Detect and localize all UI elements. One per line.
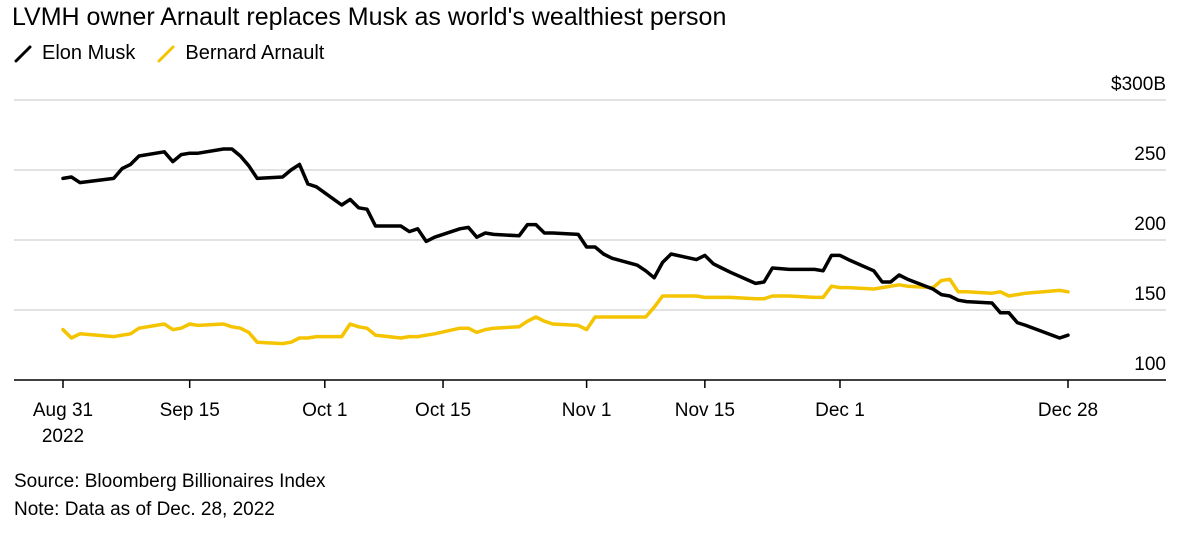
source-note: Source: Bloomberg Billionaires Index: [14, 471, 326, 492]
x-tick-label: Aug 31: [33, 400, 93, 421]
data-note: Note: Data as of Dec. 28, 2022: [14, 499, 275, 520]
x-tick-label: Dec 28: [1038, 400, 1098, 421]
series-lines: [61, 147, 1070, 346]
y-tick-label: 100: [1134, 354, 1166, 375]
series-line-elon-musk: [61, 147, 1070, 340]
chart-title: LVMH owner Arnault replaces Musk as worl…: [12, 3, 727, 31]
legend-item-arnault: Bernard Arnault: [157, 42, 324, 65]
legend: Elon Musk Bernard Arnault: [14, 40, 346, 66]
x-tick-label: Nov 15: [675, 400, 735, 421]
series-line-bernard-arnault: [61, 277, 1070, 346]
y-axis-labels: $300B 250 200 150 100: [1111, 74, 1166, 375]
y-tick-label: 250: [1134, 144, 1166, 165]
x-tick-sublabel: 2022: [42, 426, 84, 447]
y-tick-label: 200: [1134, 214, 1166, 235]
legend-item-musk: Elon Musk: [14, 42, 135, 65]
legend-label-musk: Elon Musk: [42, 41, 136, 64]
footer: Source: Bloomberg Billionaires Index Not…: [14, 468, 326, 524]
legend-label-arnault: Bernard Arnault: [185, 41, 325, 64]
legend-swatch-musk: [14, 43, 34, 63]
y-tick-label: 150: [1134, 284, 1166, 305]
y-tick-label: $300B: [1111, 74, 1166, 95]
x-tick-label: Nov 1: [562, 400, 612, 421]
x-tick-label: Oct 15: [415, 400, 471, 421]
x-tick-label: Dec 1: [815, 400, 865, 421]
x-axis: Aug 31 2022 Sep 15 Oct 1 Oct 15 Nov 1 Nov 15 De…: [14, 379, 1166, 447]
x-tick-label: Oct 1: [302, 400, 347, 421]
x-tick-label: Sep 15: [160, 400, 220, 421]
legend-swatch-arnault: [157, 43, 177, 63]
gridlines: [14, 99, 1166, 311]
